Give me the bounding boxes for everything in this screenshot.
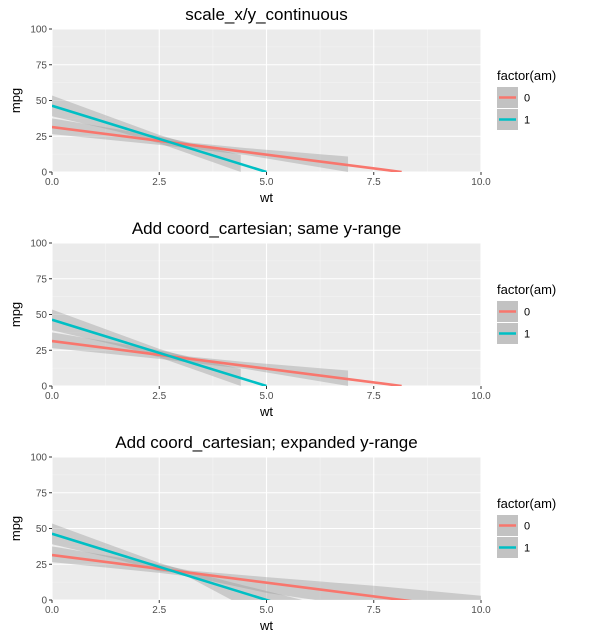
x-tick-label: 10.0 — [471, 605, 491, 616]
y-tick-label: 100 — [30, 25, 47, 36]
y-tick-label: 0 — [41, 168, 47, 179]
x-tick-label: 0.0 — [45, 391, 59, 402]
y-tick-label: 25 — [36, 346, 48, 357]
legend-label-1: 1 — [524, 329, 530, 341]
legend-label-1: 1 — [524, 115, 530, 127]
x-tick-label: 5.0 — [260, 391, 274, 402]
regression-line-0 — [52, 553, 413, 600]
legend-title: factor(am) — [497, 68, 556, 83]
regression-line-1 — [52, 104, 267, 172]
x-tick-label: 10.0 — [471, 391, 491, 402]
regression-line-0 — [52, 125, 402, 172]
x-axis-title: wt — [259, 190, 273, 205]
y-tick-label: 25 — [36, 560, 48, 571]
regression-line-0 — [52, 339, 402, 386]
legend-label-0: 0 — [524, 521, 530, 533]
x-tick-label: 0.0 — [45, 605, 59, 616]
chart-panel-1: scale_x/y_continuous 0.0 2.5 5.0 7.5 10.0 0 25 5… — [8, 5, 556, 205]
x-tick-label: 7.5 — [367, 605, 381, 616]
y-tick-label: 75 — [36, 274, 48, 285]
chart-title: scale_x/y_continuous — [185, 5, 348, 24]
x-tick-label: 2.5 — [152, 391, 166, 402]
x-axis-title: wt — [259, 618, 273, 633]
plot-marks — [52, 309, 402, 386]
plot-marks — [52, 95, 402, 172]
y-tick-label: 75 — [36, 488, 48, 499]
plot-marks — [52, 523, 481, 600]
y-tick-label: 0 — [41, 382, 47, 393]
chart-panel-2: Add coord_cartesian; same y-range 0.0 2.5 5… — [8, 219, 556, 419]
legend-label-0: 0 — [524, 307, 530, 319]
y-tick-label: 75 — [36, 60, 48, 71]
legend-title: factor(am) — [497, 496, 556, 511]
x-tick-label: 0.0 — [45, 177, 59, 188]
y-tick-label: 100 — [30, 453, 47, 464]
y-axis-title: mpg — [8, 516, 23, 541]
y-tick-label: 50 — [36, 310, 48, 321]
legend-label-0: 0 — [524, 93, 530, 105]
y-axis-title: mpg — [8, 302, 23, 327]
y-tick-label: 25 — [36, 132, 48, 143]
chart-title: Add coord_cartesian; same y-range — [132, 219, 401, 238]
y-tick-label: 50 — [36, 96, 48, 107]
y-tick-label: 0 — [41, 596, 47, 607]
x-tick-label: 2.5 — [152, 605, 166, 616]
x-tick-label: 7.5 — [367, 391, 381, 402]
confidence-band-0 — [52, 546, 481, 600]
x-tick-label: 7.5 — [367, 177, 381, 188]
x-tick-label: 5.0 — [260, 605, 274, 616]
legend-title: factor(am) — [497, 282, 556, 297]
x-tick-label: 2.5 — [152, 177, 166, 188]
y-tick-label: 50 — [36, 524, 48, 535]
chart-panel-3: Add coord_cartesian; expanded y-range 0.0… — [8, 433, 556, 633]
x-tick-label: 10.0 — [471, 177, 491, 188]
regression-line-1 — [52, 318, 267, 386]
y-axis-title: mpg — [8, 88, 23, 113]
chart-title: Add coord_cartesian; expanded y-range — [115, 433, 417, 452]
legend-label-1: 1 — [524, 543, 530, 555]
x-axis-title: wt — [259, 404, 273, 419]
regression-line-1 — [52, 532, 271, 600]
y-tick-label: 100 — [30, 239, 47, 250]
x-tick-label: 5.0 — [260, 177, 274, 188]
